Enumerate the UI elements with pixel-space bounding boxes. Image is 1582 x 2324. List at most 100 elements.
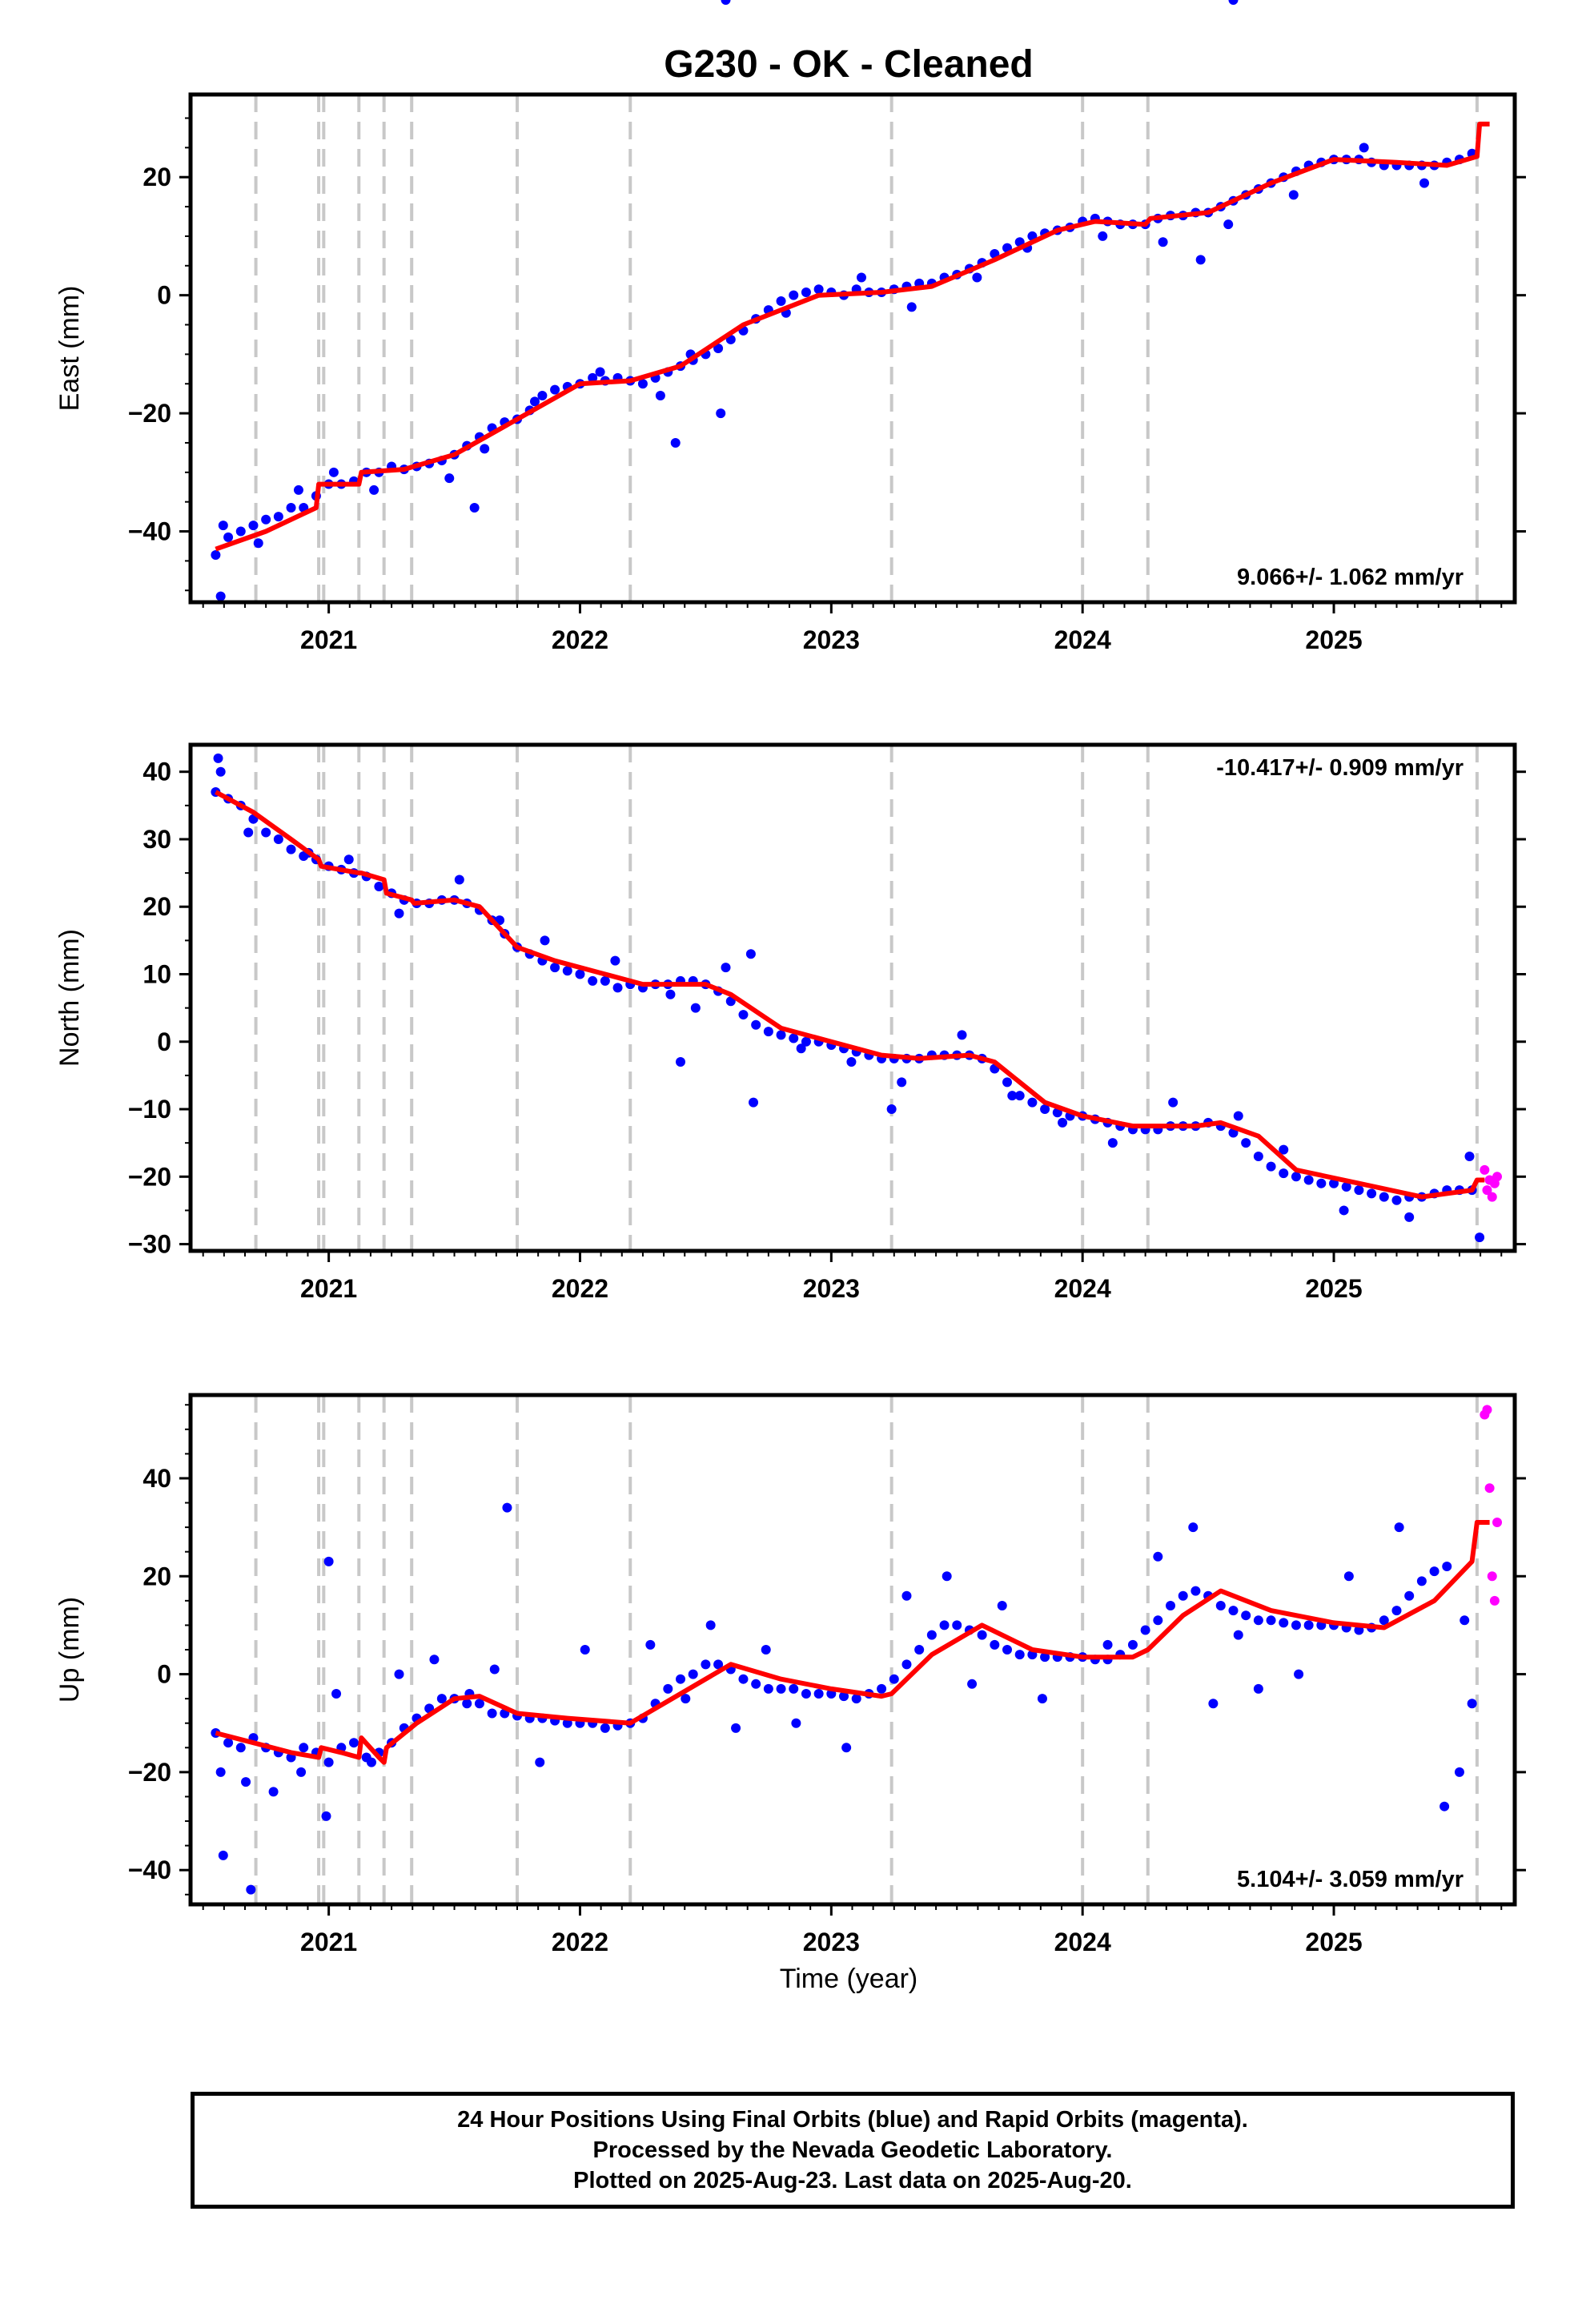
up-model-line [215, 1520, 1490, 1765]
caption-box: 24 Hour Positions Using Final Orbits (bl… [191, 2092, 1515, 2209]
north-final-point [1241, 1138, 1251, 1148]
up-final-point [1379, 1615, 1389, 1626]
up-final-point [1460, 1615, 1470, 1626]
up-final-point [1208, 1699, 1219, 1709]
north-final-point [610, 955, 620, 966]
north-final-point [343, 854, 354, 865]
up-final-point [489, 1664, 500, 1675]
north-final-point [454, 875, 464, 885]
up-final-point [1040, 1652, 1050, 1663]
up-final-point [1266, 1615, 1276, 1626]
east-rate-label: 9.066+/- 1.062 mm/yr [1237, 565, 1464, 590]
up-y-tick-label: 40 [143, 1464, 171, 1493]
up-final-point [1037, 1694, 1047, 1704]
east-x-tick-label: 2023 [803, 625, 860, 654]
east-final-point [670, 437, 681, 448]
east-x-tick-label: 2025 [1305, 625, 1362, 654]
east-x-tick-label: 2021 [300, 625, 357, 654]
up-final-point [1166, 1600, 1176, 1610]
north-final-point [575, 969, 585, 979]
north-final-point [1279, 1168, 1289, 1179]
north-final-point [374, 881, 384, 891]
east-final-point [444, 473, 455, 484]
east-x-tick-label: 2022 [552, 625, 608, 654]
north-final-point [1279, 1144, 1289, 1155]
up-final-point [394, 1669, 404, 1679]
north-final-point [1233, 1111, 1243, 1121]
north-final-point [1367, 1188, 1377, 1199]
east-final-point [550, 384, 560, 395]
up-final-point [1228, 0, 1239, 5]
east-final-point [1288, 190, 1299, 200]
up-final-point [813, 1689, 824, 1699]
up-final-point [776, 1683, 786, 1694]
up-final-point [235, 1743, 246, 1753]
north-final-point [1266, 1161, 1276, 1172]
east-model-line [215, 121, 1490, 552]
up-final-point [761, 1645, 771, 1655]
north-final-point [738, 1010, 749, 1020]
up-final-point [241, 1777, 251, 1787]
north-final-point [213, 753, 223, 763]
east-final-point [286, 503, 296, 513]
up-final-point [751, 1679, 761, 1689]
up-rate-label: 5.104+/- 3.059 mm/yr [1237, 1867, 1464, 1892]
north-final-point [588, 975, 598, 986]
up-final-point [323, 1757, 334, 1767]
north-y-tick-label: −10 [128, 1095, 171, 1124]
up-final-point [1002, 1645, 1013, 1655]
east-final-point [235, 526, 246, 537]
up-final-point [321, 1811, 331, 1821]
north-y-tick-label: 10 [143, 960, 171, 989]
east-final-point [906, 302, 917, 312]
east-final-point [655, 390, 665, 400]
up-final-point [1140, 1625, 1150, 1635]
up-final-point [487, 1708, 497, 1719]
north-final-point [550, 963, 560, 973]
north-final-point [749, 1097, 759, 1108]
up-final-point [600, 1723, 610, 1733]
north-final-point [690, 1003, 701, 1013]
east-final-point [223, 532, 234, 542]
up-final-point [731, 1723, 741, 1733]
up-final-point [901, 1659, 912, 1670]
up-final-point [1291, 1620, 1301, 1630]
east-final-point [1419, 178, 1430, 188]
up-final-point [1439, 1801, 1450, 1811]
chart-title: G230 - OK - Cleaned [664, 43, 1033, 86]
up-final-point [1233, 1630, 1243, 1640]
caption-line-1: 24 Hour Positions Using Final Orbits (bl… [457, 2107, 1248, 2133]
east-final-point [253, 538, 263, 549]
east-final-point [789, 290, 799, 300]
east-final-point [716, 408, 726, 419]
up-final-point [1391, 1606, 1402, 1616]
up-final-point [681, 1694, 691, 1704]
up-final-point [218, 1850, 228, 1860]
north-final-point [1404, 1212, 1415, 1222]
east-final-point [529, 396, 540, 407]
north-final-point [897, 1077, 907, 1088]
east-final-point [972, 272, 982, 283]
up-final-point [789, 1683, 799, 1694]
north-final-point [763, 1027, 773, 1037]
east-final-point [211, 550, 221, 561]
up-x-tick-label: 2021 [300, 1928, 357, 1956]
east-final-point [856, 272, 866, 283]
east-final-point [480, 444, 490, 454]
north-final-point [1339, 1205, 1349, 1216]
north-x-tick-label: 2025 [1305, 1274, 1362, 1303]
up-final-point [1253, 1615, 1263, 1626]
north-final-point [1291, 1172, 1301, 1182]
up-y-tick-label: 20 [143, 1562, 171, 1590]
east-final-point [801, 287, 811, 297]
north-final-point [676, 1057, 686, 1068]
north-y-tick-label: 20 [143, 892, 171, 921]
north-final-point [261, 827, 271, 838]
up-rapid-point [1487, 1571, 1497, 1582]
north-final-point [1253, 1152, 1263, 1162]
up-x-tick-label: 2023 [803, 1928, 860, 1956]
up-x-tick-label: 2022 [552, 1928, 608, 1956]
up-final-point [1102, 1639, 1113, 1650]
north-final-point [1027, 1097, 1038, 1108]
x-axis-label: Time (year) [780, 1964, 918, 1994]
